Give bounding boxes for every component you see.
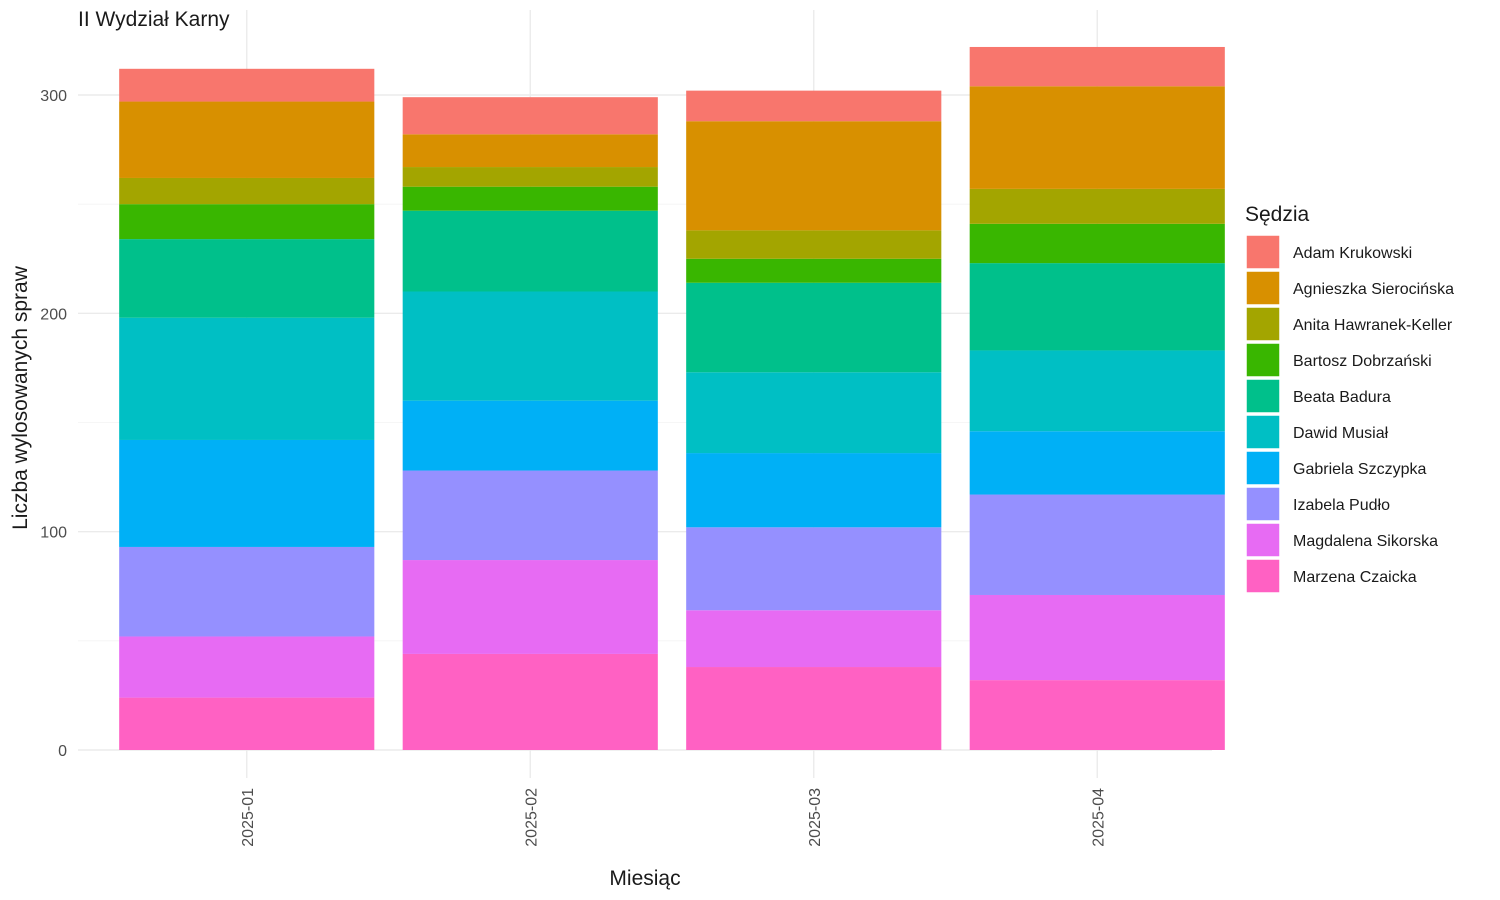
bars [119,46,1225,750]
y-tick-label: 0 [58,743,67,760]
bar-segment [686,610,942,668]
legend-label: Beata Badura [1293,389,1391,406]
x-tick-label: 2025-03 [807,788,824,847]
legend-label: Adam Krukowski [1293,245,1412,262]
x-tick-label: 2025-01 [240,788,257,847]
bar-segment [969,223,1225,264]
bar-segment [686,121,942,231]
bar-segment [402,470,658,561]
bar-segment [686,527,942,611]
bar-segment [686,258,942,283]
y-axis-ticks: 0 100 200 300 [40,88,67,760]
bar-segment [686,230,942,259]
x-axis-title: Miesiąc [609,867,680,890]
bar-segment [686,90,942,122]
bar-segment [969,46,1225,87]
bar-segment [402,134,658,168]
bar-segment [119,68,375,102]
bar-segment [402,186,658,211]
legend: Sędzia Adam Krukowski Agnieszka Sierocińs… [1245,203,1454,594]
bar-segment [119,546,375,637]
legend-key [1245,522,1281,558]
bar-segment [402,400,658,471]
bar-segment [402,653,658,750]
x-tick-label: 2025-04 [1090,788,1107,847]
x-axis-ticks: 2025-01 2025-02 2025-03 2025-04 [240,788,1108,847]
bar-segment [119,317,375,440]
legend-label: Agnieszka Sierocińska [1293,281,1454,298]
legend-key [1245,270,1281,306]
bar-segment [402,210,658,292]
legend-key [1245,414,1281,450]
y-tick-label: 200 [40,306,67,323]
y-tick-label: 100 [40,525,67,542]
legend-label: Anita Hawranek-Keller [1293,317,1453,334]
bar-segment [969,188,1225,224]
bar-segment [686,667,942,750]
bar-segment [969,680,1225,750]
bar-segment [969,594,1225,681]
legend-key [1245,558,1281,594]
bar-segment [119,636,375,698]
legend-key [1245,486,1281,522]
bar-segment [969,350,1225,432]
bar-segment [969,494,1225,595]
bar-segment [119,204,375,240]
legend-label: Magdalena Sikorska [1293,533,1438,550]
bar-segment [969,431,1225,495]
bar-segment [686,453,942,528]
legend-key [1245,234,1281,270]
legend-key [1245,450,1281,486]
bar-segment [402,291,658,401]
bar-segment [969,86,1225,189]
legend-key [1245,378,1281,414]
bar-segment [686,372,942,454]
bar-segment [119,439,375,547]
bar-segment [119,177,375,205]
y-tick-label: 300 [40,88,67,105]
legend-label: Dawid Musiał [1293,425,1389,442]
bar-segment [402,560,658,654]
bar-segment [119,239,375,318]
legend-label: Bartosz Dobrzański [1293,353,1432,370]
chart-title: II Wydział Karny [78,8,230,31]
legend-label: Gabriela Szczypka [1293,461,1426,478]
bar-segment [402,167,658,187]
legend-label: Marzena Czaicka [1293,569,1417,586]
legend-title: Sędzia [1245,203,1310,226]
bar-segment [969,263,1225,351]
x-tick-label: 2025-02 [523,788,540,847]
bar-segment [119,697,375,750]
bar-segment [119,101,375,178]
legend-key [1245,306,1281,342]
bar-segment [402,97,658,135]
legend-label: Izabela Pudło [1293,497,1390,514]
bar-segment [686,282,942,373]
legend-key [1245,342,1281,378]
y-axis-title: Liczba wylosowanych spraw [9,265,32,530]
